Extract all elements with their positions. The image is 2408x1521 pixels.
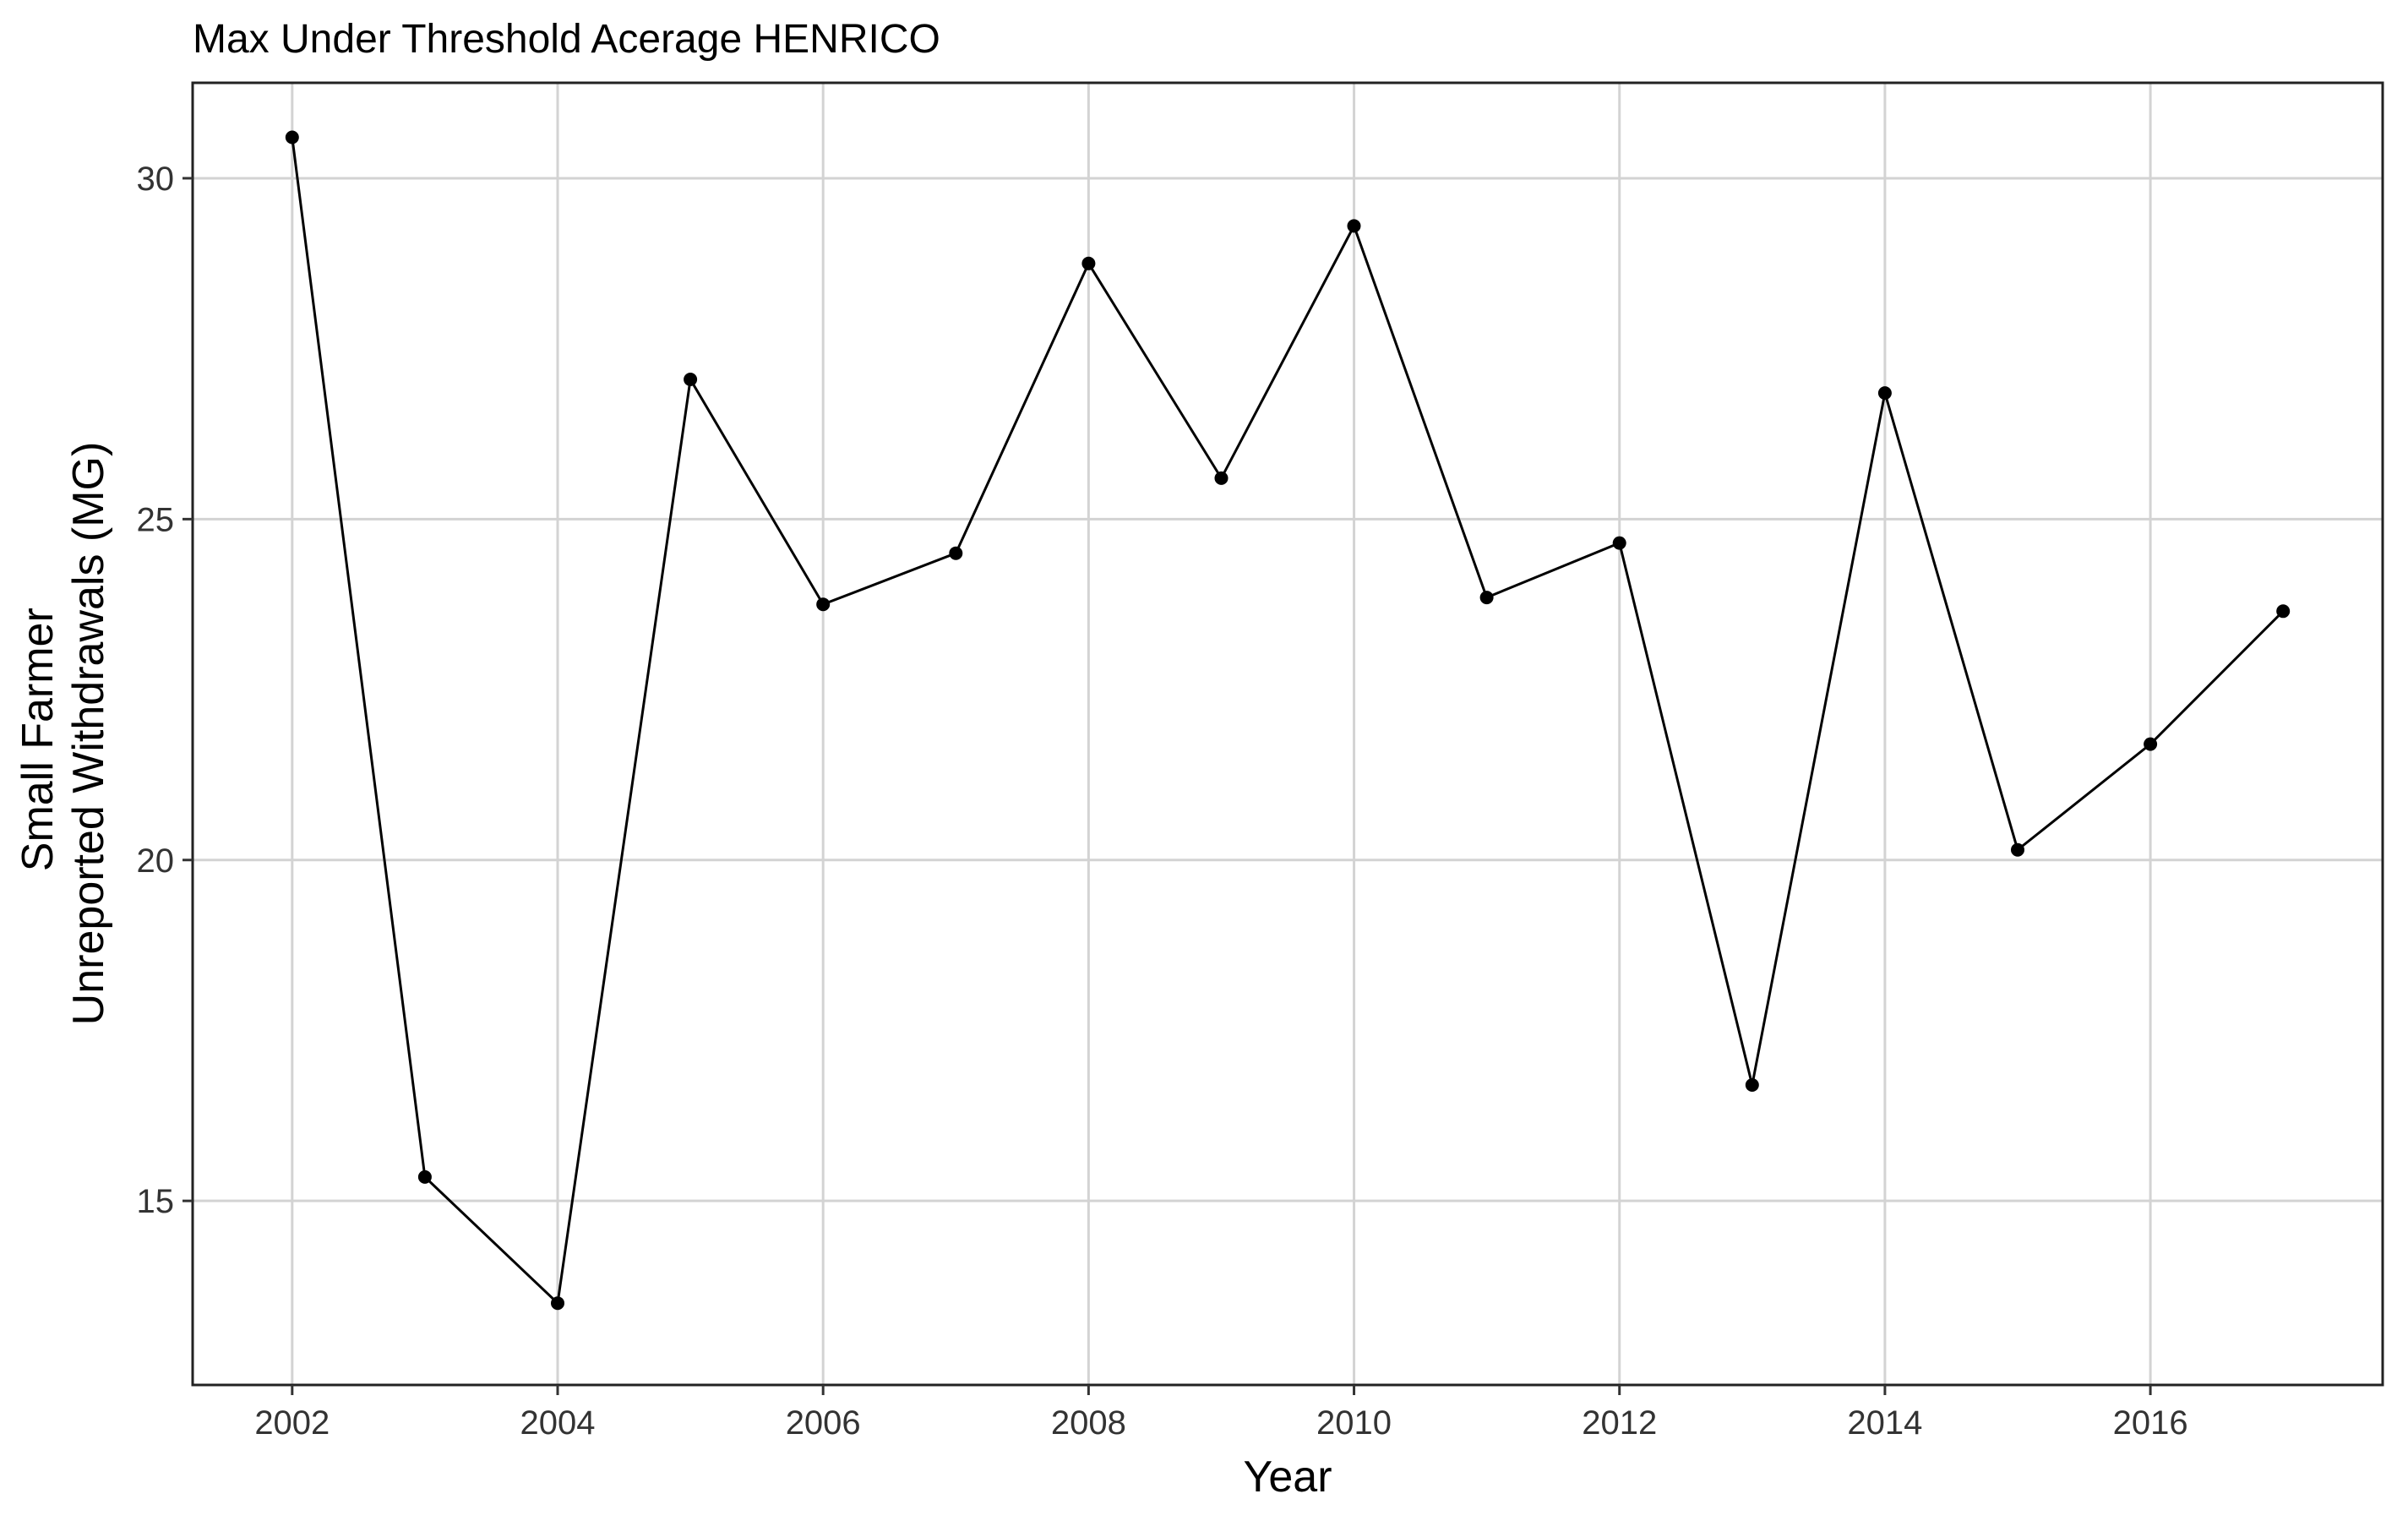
- y-axis-title: Small Farmer Unreported Withdrawals (MG): [14, 442, 113, 1026]
- data-point: [816, 597, 831, 612]
- series-line: [291, 137, 2285, 1306]
- x-axis-ticks: [291, 1385, 2152, 1395]
- data-point: [2144, 737, 2158, 751]
- x-tick-label: 2006: [786, 1404, 861, 1442]
- chart-title: Max Under Threshold Acerage HENRICO: [193, 17, 940, 62]
- x-tick-label: 2016: [2113, 1404, 2188, 1442]
- x-gridlines: [291, 83, 2152, 1385]
- data-point: [1347, 219, 1361, 233]
- x-tick-label: 2014: [1847, 1404, 1922, 1442]
- data-point: [417, 1169, 432, 1184]
- data-point: [1877, 386, 1892, 401]
- x-tick-label: 2008: [1051, 1404, 1126, 1442]
- y-axis-title-line-1: Small Farmer: [14, 608, 63, 871]
- data-point: [1479, 591, 1494, 605]
- data-point: [684, 373, 698, 386]
- y-tick-label: 15: [137, 1183, 175, 1220]
- data-point: [1081, 256, 1096, 270]
- y-tick-labels: 15 20 25 30: [137, 161, 175, 1220]
- data-point: [2276, 604, 2291, 619]
- x-axis-title: Year: [1243, 1453, 1332, 1502]
- data-point: [1214, 471, 1229, 485]
- data-point: [1612, 536, 1626, 550]
- y-tick-label: 20: [137, 842, 175, 880]
- data-points: [285, 130, 2291, 1311]
- y-axis-ticks: [183, 177, 193, 1202]
- data-point: [551, 1296, 564, 1311]
- x-tick-label: 2002: [254, 1404, 330, 1442]
- y-tick-label: 25: [137, 501, 175, 538]
- data-point: [2011, 842, 2024, 857]
- x-tick-label: 2012: [1582, 1404, 1657, 1442]
- data-point: [1745, 1078, 1759, 1092]
- y-axis-title-line-2: Unreported Withdrawals (MG): [64, 442, 113, 1026]
- plot-panel: [191, 81, 2384, 1387]
- y-gridlines: [193, 177, 2383, 1202]
- x-tick-label: 2010: [1316, 1404, 1392, 1442]
- data-point: [285, 130, 299, 144]
- y-tick-label: 30: [137, 161, 175, 198]
- data-point: [949, 546, 963, 560]
- x-tick-labels: 2002 2004 2006 2008 2010 2012 2014 2016: [254, 1404, 2187, 1442]
- x-tick-label: 2004: [520, 1404, 596, 1442]
